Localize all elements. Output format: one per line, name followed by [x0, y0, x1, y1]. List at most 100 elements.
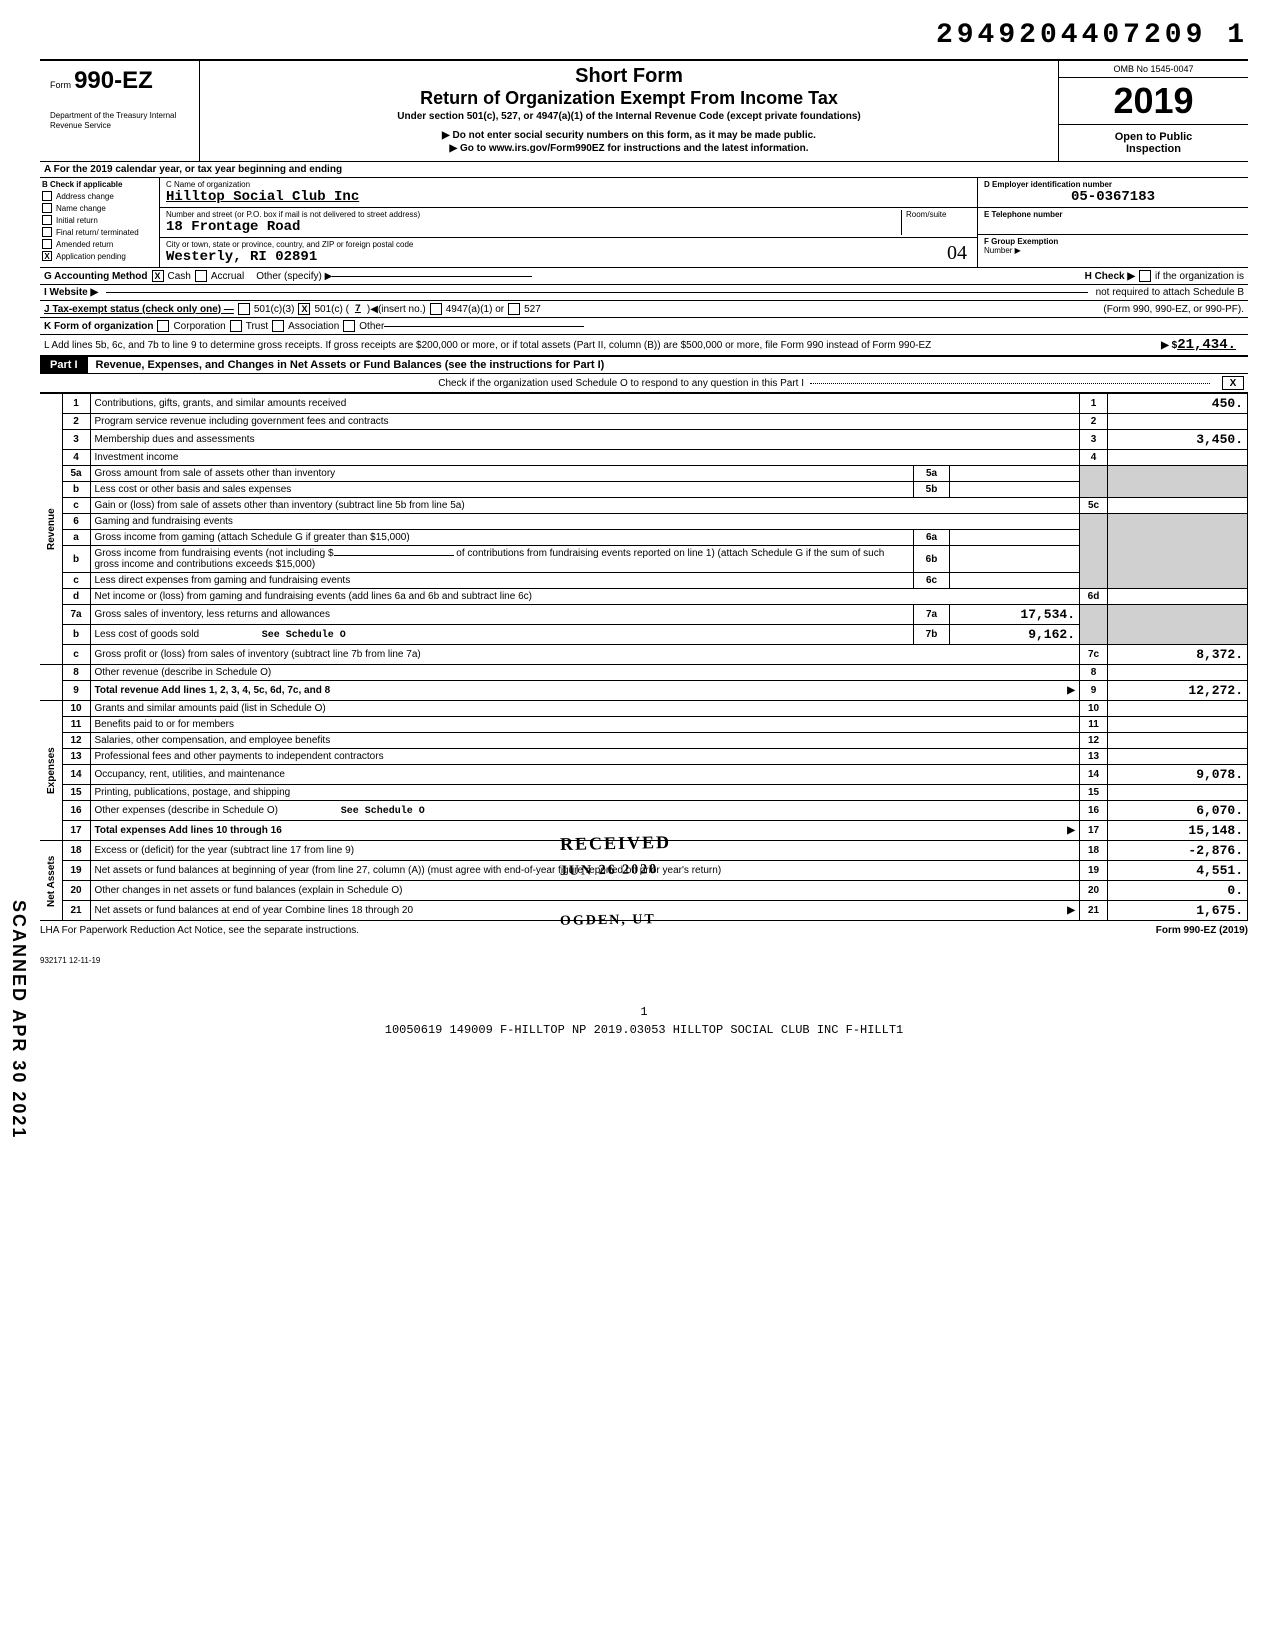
- h-text-3: (Form 990, 990-EZ, or 990-PF).: [1103, 304, 1244, 315]
- addr-label: Number and street (or P.O. box if mail i…: [166, 210, 901, 219]
- org-city: Westerly, RI 02891: [166, 249, 971, 265]
- line-12-val: [1108, 733, 1248, 749]
- check-final-return[interactable]: Final return/ terminated: [42, 227, 157, 237]
- line-7c-desc: Gross profit or (loss) from sales of inv…: [90, 645, 1080, 665]
- side-scanned-stamp: SCANNED APR 30 2021: [8, 900, 29, 1139]
- line-4-val: [1108, 450, 1248, 466]
- check-501c[interactable]: X: [298, 303, 310, 315]
- line-10-desc: Grants and similar amounts paid (list in…: [90, 701, 1080, 717]
- line-20-num: 20: [62, 881, 90, 901]
- accounting-label: G Accounting Method: [44, 271, 148, 282]
- line-13-num: 13: [62, 749, 90, 765]
- form-org-label: K Form of organization: [44, 321, 153, 332]
- other-org-input[interactable]: [384, 326, 584, 327]
- col-de-ids: D Employer identification number 05-0367…: [978, 178, 1248, 267]
- line-16-num: 16: [62, 801, 90, 821]
- check-other-org[interactable]: [343, 320, 355, 332]
- website-input[interactable]: [106, 292, 1087, 293]
- line-20-col: 20: [1080, 881, 1108, 901]
- line-6-num: 6: [62, 514, 90, 530]
- line-2-val: [1108, 414, 1248, 430]
- line-6d-desc: Net income or (loss) from gaming and fun…: [90, 589, 1080, 605]
- other-specify-input[interactable]: [332, 276, 532, 277]
- check-527[interactable]: [508, 303, 520, 315]
- line-5b-desc: Less cost or other basis and sales expen…: [90, 482, 914, 498]
- line-19-num: 19: [62, 861, 90, 881]
- group-exempt-label: F Group Exemption: [984, 237, 1242, 246]
- check-h[interactable]: [1139, 270, 1151, 282]
- 501c-suffix: )◀(insert no.): [367, 304, 426, 315]
- title-box: Short Form Return of Organization Exempt…: [200, 61, 1058, 161]
- org-address: 18 Frontage Road: [166, 219, 901, 235]
- 501c-number: 7: [349, 304, 367, 315]
- org-name: Hilltop Social Club Inc: [166, 189, 971, 205]
- 501c3-label: 501(c)(3): [254, 304, 295, 315]
- check-501c3[interactable]: [238, 303, 250, 315]
- check-application-pending[interactable]: XApplication pending: [42, 251, 157, 261]
- line-4-num: 4: [62, 450, 90, 466]
- line-7ab-shade: [1080, 605, 1108, 645]
- line-17-col: 17: [1080, 821, 1108, 841]
- line-5b-innercol: 5b: [914, 482, 950, 498]
- check-initial-return[interactable]: Initial return: [42, 215, 157, 225]
- line-6-shade: [1080, 514, 1108, 589]
- row-l-gross-receipts: L Add lines 5b, 6c, and 7b to line 9 to …: [40, 335, 1248, 357]
- line-5c-num: c: [62, 498, 90, 514]
- line-5b-innerval: [950, 482, 1080, 498]
- line-18-num: 18: [62, 841, 90, 861]
- check-address-change[interactable]: Address change: [42, 191, 157, 201]
- part-1-title: Revenue, Expenses, and Changes in Net As…: [88, 357, 613, 373]
- check-trust[interactable]: [230, 320, 242, 332]
- right-box: OMB No 1545-0047 2019 Open to Public Ins…: [1058, 61, 1248, 161]
- category-revenue-cont: [40, 665, 62, 681]
- line-6d-val: [1108, 589, 1248, 605]
- handwritten-04: 04: [947, 242, 967, 265]
- line-19-col: 19: [1080, 861, 1108, 881]
- line-1-num: 1: [62, 394, 90, 414]
- stamp-received: RECEIVED: [560, 832, 671, 855]
- line-6-desc: Gaming and fundraising events: [90, 514, 1080, 530]
- line-10-val: [1108, 701, 1248, 717]
- line-21-col: 21: [1080, 901, 1108, 921]
- col-b-header: B Check if applicable: [42, 180, 157, 189]
- 527-label: 527: [524, 304, 541, 315]
- line-1-desc: Contributions, gifts, grants, and simila…: [90, 394, 1080, 414]
- schedule-o-row: Check if the organization used Schedule …: [40, 374, 1248, 393]
- group-exempt-number: Number ▶: [984, 246, 1242, 255]
- h-text-2: not required to attach Schedule B: [1096, 287, 1244, 298]
- check-4947[interactable]: [430, 303, 442, 315]
- subtitle-2: ▶ Do not enter social security numbers o…: [210, 130, 1048, 141]
- subtitle-1: Under section 501(c), 527, or 4947(a)(1)…: [210, 111, 1048, 122]
- check-corporation[interactable]: [157, 320, 169, 332]
- accrual-label: Accrual: [211, 271, 244, 282]
- 501c-label: 501(c) (: [314, 304, 348, 315]
- row-k-form-org: K Form of organization Corporation Trust…: [40, 318, 1248, 335]
- line-3-col: 3: [1080, 430, 1108, 450]
- row-i-website: I Website ▶ not required to attach Sched…: [40, 285, 1248, 301]
- line-8-col: 8: [1080, 665, 1108, 681]
- part-1-label: Part I: [40, 357, 88, 373]
- schedule-o-checkbox[interactable]: X: [1222, 376, 1244, 390]
- line-2-desc: Program service revenue including govern…: [90, 414, 1080, 430]
- line-1-col: 1: [1080, 394, 1108, 414]
- public-line2: Inspection: [1065, 143, 1242, 155]
- line-3-val: 3,450.: [1108, 430, 1248, 450]
- ein-value: 05-0367183: [984, 189, 1242, 205]
- line-6-shadeval: [1108, 514, 1248, 589]
- category-expenses: Expenses: [40, 701, 62, 841]
- check-name-change[interactable]: Name change: [42, 203, 157, 213]
- line-8-desc: Other revenue (describe in Schedule O): [90, 665, 1080, 681]
- check-amended-return[interactable]: Amended return: [42, 239, 157, 249]
- check-cash[interactable]: X: [152, 270, 164, 282]
- footer-rev: 932171 12-11-19: [40, 956, 1248, 965]
- line-17-num: 17: [62, 821, 90, 841]
- corporation-label: Corporation: [173, 321, 225, 332]
- line-5a-innerval: [950, 466, 1080, 482]
- line-14-val: 9,078.: [1108, 765, 1248, 785]
- check-association[interactable]: [272, 320, 284, 332]
- line-6c-num: c: [62, 573, 90, 589]
- line-6a-innercol: 6a: [914, 530, 950, 546]
- check-accrual[interactable]: [195, 270, 207, 282]
- line-5a-innercol: 5a: [914, 466, 950, 482]
- row-j-tax-status: J Tax-exempt status (check only one) — 5…: [40, 301, 1248, 318]
